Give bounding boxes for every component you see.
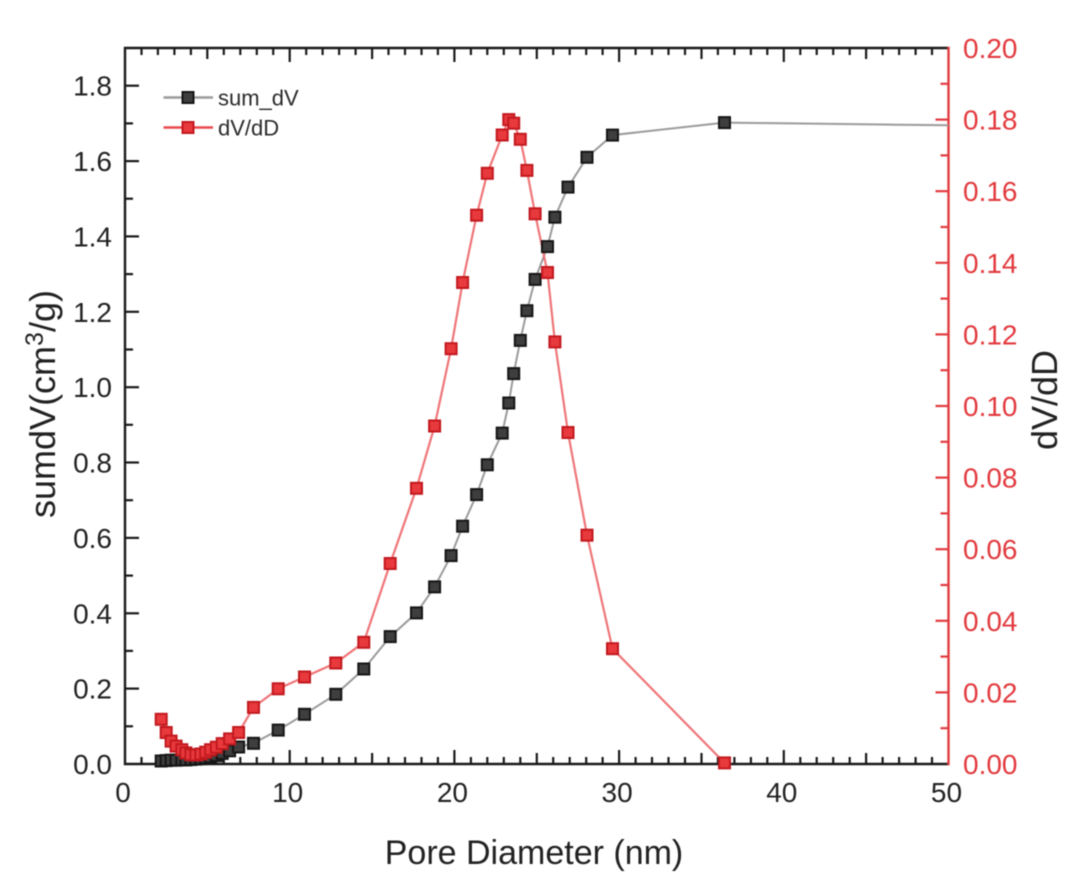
svg-text:0.16: 0.16 — [963, 176, 1018, 207]
svg-text:1.8: 1.8 — [73, 71, 112, 102]
svg-text:0.4: 0.4 — [73, 598, 112, 629]
svg-text:0.0: 0.0 — [73, 749, 112, 780]
svg-text:40: 40 — [766, 777, 797, 808]
svg-text:1.0: 1.0 — [73, 372, 112, 403]
svg-text:0.14: 0.14 — [963, 248, 1018, 279]
svg-text:0.06: 0.06 — [963, 534, 1018, 565]
svg-text:0.04: 0.04 — [963, 606, 1018, 637]
svg-text:0.8: 0.8 — [73, 448, 112, 479]
svg-text:10: 10 — [272, 777, 303, 808]
svg-text:0.2: 0.2 — [73, 674, 112, 705]
svg-text:0.20: 0.20 — [963, 33, 1018, 64]
svg-text:0.00: 0.00 — [963, 749, 1018, 780]
svg-text:1.6: 1.6 — [73, 146, 112, 177]
svg-text:0.10: 0.10 — [963, 391, 1018, 422]
svg-text:0: 0 — [115, 777, 131, 808]
svg-text:0.12: 0.12 — [963, 319, 1018, 350]
svg-text:dV/dD: dV/dD — [1024, 350, 1065, 450]
svg-text:0.02: 0.02 — [963, 677, 1018, 708]
svg-text:0.18: 0.18 — [963, 105, 1018, 136]
svg-text:50: 50 — [931, 777, 962, 808]
svg-text:Pore Diameter (nm): Pore Diameter (nm) — [385, 834, 684, 872]
svg-text:sumdV(cm3/g): sumdV(cm3/g) — [21, 290, 63, 518]
svg-text:1.4: 1.4 — [73, 221, 112, 252]
svg-text:20: 20 — [437, 777, 468, 808]
svg-text:30: 30 — [602, 777, 633, 808]
svg-text:0.6: 0.6 — [73, 523, 112, 554]
svg-text:sum_dV: sum_dV — [218, 86, 299, 111]
svg-text:0.08: 0.08 — [963, 463, 1018, 494]
svg-text:1.2: 1.2 — [73, 297, 112, 328]
svg-text:dV/dD: dV/dD — [218, 116, 279, 141]
